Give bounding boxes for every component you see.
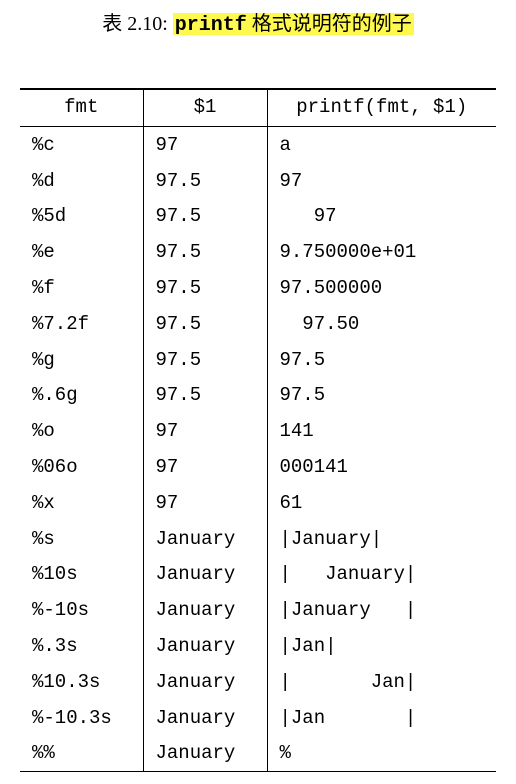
cell-fmt: %% — [20, 735, 143, 773]
cell-output: | January| — [266, 556, 496, 593]
cell-fmt: %10s — [32, 563, 78, 586]
caption-suffix: 格式说明符的例子 — [246, 13, 412, 35]
table-row: %5d 97.5 97 — [20, 198, 496, 235]
cell-fmt: %5d — [32, 205, 67, 228]
table-row: %x 97 61 — [20, 484, 496, 521]
table-row: %-10.3s January |Jan | — [20, 699, 496, 736]
table-row: %e 97.5 9.750000e+01 — [20, 234, 496, 271]
table-row: %10.3s January | Jan| — [20, 663, 496, 700]
cell-fmt: %7.2f — [32, 312, 90, 335]
cell-arg: 97 — [142, 484, 267, 521]
table-row: %d 97.5 97 — [20, 162, 496, 199]
cell-output: 97.5 — [266, 341, 496, 378]
header-output: printf(fmt, $1) — [266, 88, 496, 127]
cell-fmt: %.3s — [32, 635, 78, 658]
cell-output: % — [266, 735, 496, 773]
cell-output: |January | — [266, 592, 496, 629]
table-row: %-10s January |January | — [20, 592, 496, 629]
cell-output: 97.5 — [266, 377, 496, 414]
cell-arg: 97.5 — [142, 305, 267, 342]
cell-output: 97.500000 — [266, 270, 496, 306]
cell-arg: January — [142, 520, 267, 557]
cell-arg: January — [142, 735, 267, 773]
cell-fmt: %-10.3s — [32, 706, 112, 729]
cell-arg: 97.5 — [142, 377, 267, 414]
cell-output: 000141 — [266, 449, 496, 485]
table-header-row: fmt $1 printf(fmt, $1) — [20, 88, 496, 127]
cell-output: 141 — [266, 413, 496, 450]
table-row: %.3s January |Jan| — [20, 628, 496, 664]
header-arg: $1 — [142, 88, 267, 127]
table-row: %7.2f 97.5 97.50 — [20, 305, 496, 342]
cell-output: 9.750000e+01 — [266, 234, 496, 271]
cell-fmt: %g — [32, 348, 55, 371]
cell-arg: 97 — [142, 449, 267, 485]
table-row: %f 97.5 97.500000 — [20, 270, 496, 306]
table-row: %% January% — [20, 735, 496, 773]
cell-arg: 97.5 — [142, 162, 267, 199]
cell-output: 97 — [266, 162, 496, 199]
cell-arg: January — [142, 699, 267, 736]
cell-arg: January — [142, 556, 267, 593]
table-row: %06o 97 000141 — [20, 449, 496, 485]
cell-fmt: %f — [32, 277, 55, 300]
cell-fmt: %e — [32, 241, 55, 264]
cell-output: |Jan | — [266, 699, 496, 736]
cell-fmt: %d — [32, 169, 55, 192]
cell-arg: January — [142, 628, 267, 664]
cell-arg: 97.5 — [142, 234, 267, 271]
header-fmt: fmt — [20, 88, 143, 127]
cell-output: | Jan| — [266, 663, 496, 700]
table-row: %s January |January| — [20, 520, 496, 557]
cell-fmt: %s — [32, 527, 55, 550]
table-row: %.6g 97.5 97.5 — [20, 377, 496, 414]
cell-arg: 97.5 — [142, 198, 267, 235]
cell-arg: January — [142, 592, 267, 629]
cell-output: 61 — [266, 484, 496, 521]
cell-arg: January — [142, 663, 267, 700]
cell-arg: 97 — [142, 126, 267, 163]
cell-fmt: %-10s — [32, 599, 90, 622]
table-body: %c 97 a %d 97.5 97 %5d 97.5 97 %e 97.5 9.750000e+0… — [20, 126, 496, 773]
cell-fmt: %10.3s — [32, 670, 101, 693]
cell-arg: 97.5 — [142, 270, 267, 306]
cell-fmt: %06o — [32, 456, 78, 479]
table-row: %g 97.5 97.5 — [20, 341, 496, 378]
cell-output: |Jan| — [266, 628, 496, 664]
cell-output: a — [266, 126, 496, 163]
cell-fmt: %.6g — [32, 384, 78, 407]
printf-examples-table: fmt $1 printf(fmt, $1) %c 97 a %d 97.5 97 %5d 9… — [20, 88, 496, 773]
cell-arg: 97 — [142, 413, 267, 450]
cell-fmt: %x — [32, 491, 55, 514]
cell-output: 97 — [266, 198, 496, 235]
table-row: %10s January | January| — [20, 556, 496, 593]
cell-fmt: %c — [32, 133, 55, 156]
caption-prefix: 表 2.10: — [102, 13, 173, 35]
caption-highlight: printf 格式说明符的例子 — [172, 13, 414, 37]
cell-output: |January| — [266, 520, 496, 557]
table-caption: 表 2.10: printf 格式说明符的例子 — [0, 10, 516, 40]
table-row: %c 97 a — [20, 126, 496, 163]
caption-code: printf — [174, 14, 247, 37]
cell-arg: 97.5 — [142, 341, 267, 378]
table-row: %o 97 141 — [20, 413, 496, 450]
cell-fmt: %o — [32, 420, 55, 443]
cell-output: 97.50 — [266, 305, 496, 342]
